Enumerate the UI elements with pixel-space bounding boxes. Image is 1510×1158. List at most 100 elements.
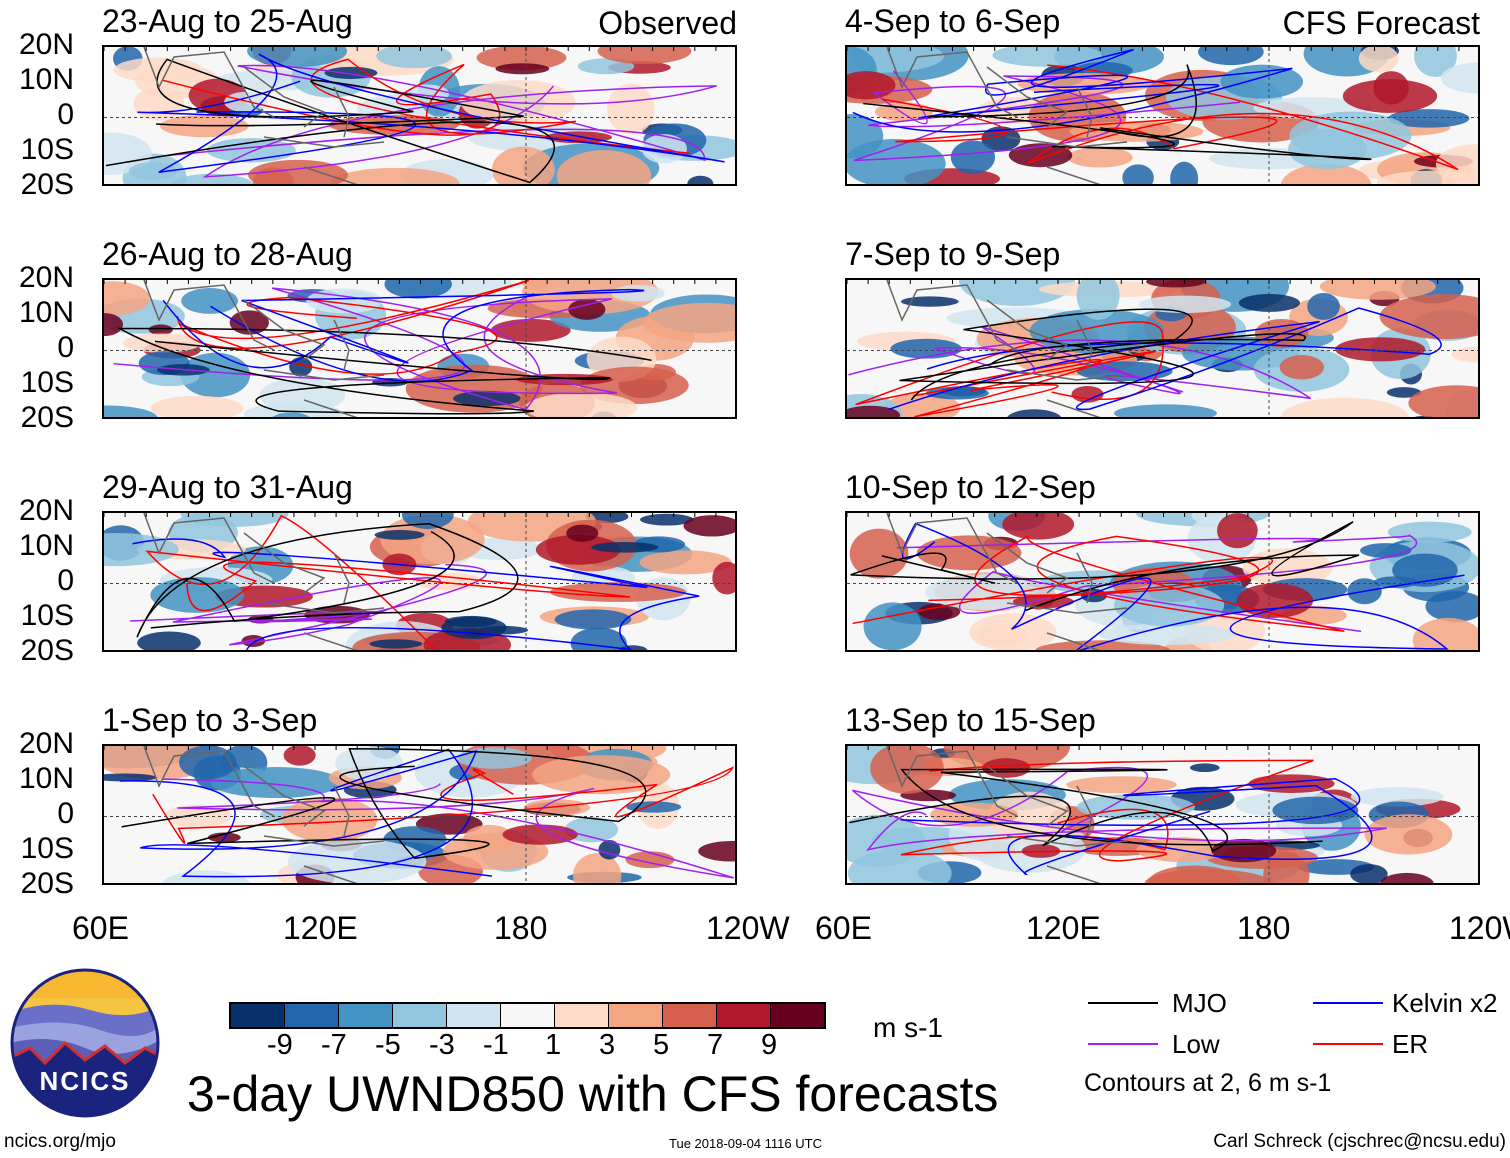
colorbar — [229, 1002, 826, 1029]
wind-anomaly-shading — [863, 602, 922, 650]
wind-anomaly-shading — [566, 524, 599, 542]
legend-low-line — [1088, 1043, 1158, 1045]
ncics-logo[interactable]: NCICS — [10, 968, 160, 1118]
legend-kelvin-line — [1313, 1002, 1383, 1004]
wind-anomaly-shading — [281, 797, 378, 843]
er-contour — [852, 535, 1345, 632]
lat-label: 10N — [18, 529, 74, 562]
wind-anomaly-shading — [457, 747, 532, 769]
mjo-contour — [849, 768, 1323, 853]
wind-anomaly-shading — [180, 352, 251, 398]
lat-label: 20N — [18, 28, 74, 61]
wind-anomaly-shading — [1198, 47, 1264, 66]
legend-mjo-label: MJO — [1172, 988, 1227, 1018]
lat-label: 0 — [57, 331, 74, 364]
wind-anomaly-shading — [380, 514, 485, 565]
lat-label: 20N — [18, 727, 74, 760]
mjo-contour — [136, 522, 519, 638]
wind-anomaly-shading — [289, 357, 313, 377]
er-contour — [162, 58, 690, 155]
wind-anomaly-shading — [1216, 513, 1258, 549]
wind-anomaly-shading — [1388, 109, 1470, 128]
panel-title: 23-Aug to 25-Aug — [102, 3, 353, 39]
wind-anomaly-shading — [441, 616, 507, 639]
wind-anomaly-shading — [1170, 161, 1199, 184]
wind-anomaly-shading — [1350, 787, 1444, 807]
wind-anomaly-shading — [181, 287, 238, 314]
mjo-contour — [863, 64, 1372, 161]
wind-anomaly-shading — [104, 313, 124, 336]
panel-source-label: CFS Forecast — [1282, 5, 1480, 41]
er-contour — [881, 64, 1459, 171]
wind-anomaly-shading — [1069, 121, 1204, 142]
wind-anomaly-shading — [164, 804, 232, 828]
low-contour — [853, 70, 1241, 162]
lat-label: 20N — [18, 261, 74, 294]
coastline — [143, 47, 385, 184]
lon-label: 60E — [72, 910, 129, 946]
lon-label: 180 — [1237, 910, 1291, 946]
wind-anomaly-shading — [1425, 591, 1478, 622]
wind-anomaly-shading — [180, 513, 289, 527]
wind-anomaly-shading — [376, 47, 452, 69]
wind-anomaly-shading — [847, 849, 952, 883]
wind-anomaly-shading — [535, 534, 621, 565]
wind-anomaly-shading — [306, 288, 383, 314]
wind-anomaly-shading — [1148, 865, 1241, 883]
wind-anomaly-shading — [1440, 62, 1478, 94]
wind-anomaly-shading — [104, 532, 179, 567]
wind-anomaly-shading — [597, 47, 692, 65]
wind-anomaly-shading — [1342, 79, 1438, 113]
colorbar-swatch — [501, 1004, 555, 1027]
mjo-contour — [850, 521, 1360, 612]
map-panel — [845, 278, 1480, 419]
wind-anomaly-shading — [568, 299, 606, 320]
wind-anomaly-shading — [591, 541, 659, 553]
panel-title: 7-Sep to 9-Sep — [845, 236, 1061, 272]
colorbar-label: 1 — [545, 1029, 562, 1061]
lon-label: 120E — [1026, 910, 1101, 946]
wind-anomaly-shading — [104, 281, 150, 316]
wind-anomaly-shading — [1380, 872, 1434, 883]
wind-anomaly-shading — [683, 515, 735, 537]
panel-title: 13-Sep to 15-Sep — [845, 702, 1096, 738]
wind-anomaly-shading — [1067, 147, 1133, 168]
low-contour — [130, 563, 488, 646]
wind-anomaly-shading — [150, 577, 245, 613]
lat-label: 20S — [20, 401, 74, 434]
footer-url[interactable]: ncics.org/mjo — [4, 1131, 116, 1152]
legend-kelvin-label: Kelvin x2 — [1392, 988, 1498, 1018]
colorbar-label: 5 — [653, 1029, 670, 1061]
wind-anomaly-shading — [598, 839, 621, 860]
wind-anomaly-shading — [104, 773, 157, 782]
lat-label: 0 — [57, 98, 74, 131]
wind-anomaly-shading — [847, 138, 946, 184]
wind-anomaly-shading — [1138, 295, 1232, 314]
lat-label: 20N — [18, 494, 74, 527]
colorbar-swatch — [663, 1004, 717, 1027]
wind-anomaly-shading — [1408, 385, 1478, 417]
wind-anomaly-shading — [1146, 280, 1206, 288]
colorbar-swatch — [339, 1004, 393, 1027]
wind-anomaly-shading — [525, 392, 638, 417]
wind-anomaly-shading — [1379, 294, 1478, 340]
wind-anomaly-shading — [1412, 617, 1478, 650]
wind-anomaly-shading — [330, 167, 460, 184]
coastline — [886, 47, 1128, 184]
wind-anomaly-shading — [982, 758, 1031, 778]
wind-anomaly-shading — [950, 140, 996, 175]
map-panel — [102, 278, 737, 419]
wind-anomaly-shading — [374, 529, 425, 540]
logo-text: NCICS — [39, 1066, 131, 1096]
wind-anomaly-shading — [1007, 409, 1062, 417]
colorbar-label: 3 — [599, 1029, 616, 1061]
colorbar-swatch — [717, 1004, 771, 1027]
colorbar-label: -1 — [483, 1029, 509, 1061]
lat-label: 0 — [57, 797, 74, 830]
wind-anomaly-shading — [476, 47, 567, 71]
wind-anomaly-shading — [611, 285, 665, 302]
map-panel — [102, 511, 737, 652]
lon-label: 120E — [283, 910, 358, 946]
er-contour — [855, 321, 1164, 417]
wind-anomaly-shading — [179, 746, 237, 780]
